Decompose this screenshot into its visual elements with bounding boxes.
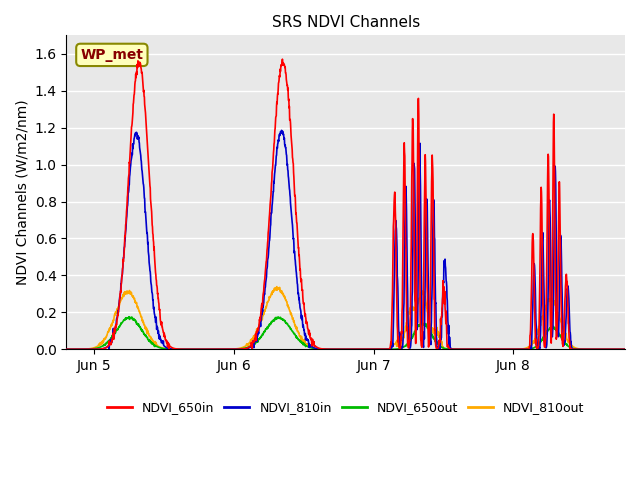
Title: SRS NDVI Channels: SRS NDVI Channels	[271, 15, 420, 30]
Text: WP_met: WP_met	[81, 48, 143, 62]
Legend: NDVI_650in, NDVI_810in, NDVI_650out, NDVI_810out: NDVI_650in, NDVI_810in, NDVI_650out, NDV…	[102, 396, 589, 420]
Y-axis label: NDVI Channels (W/m2/nm): NDVI Channels (W/m2/nm)	[15, 99, 29, 285]
